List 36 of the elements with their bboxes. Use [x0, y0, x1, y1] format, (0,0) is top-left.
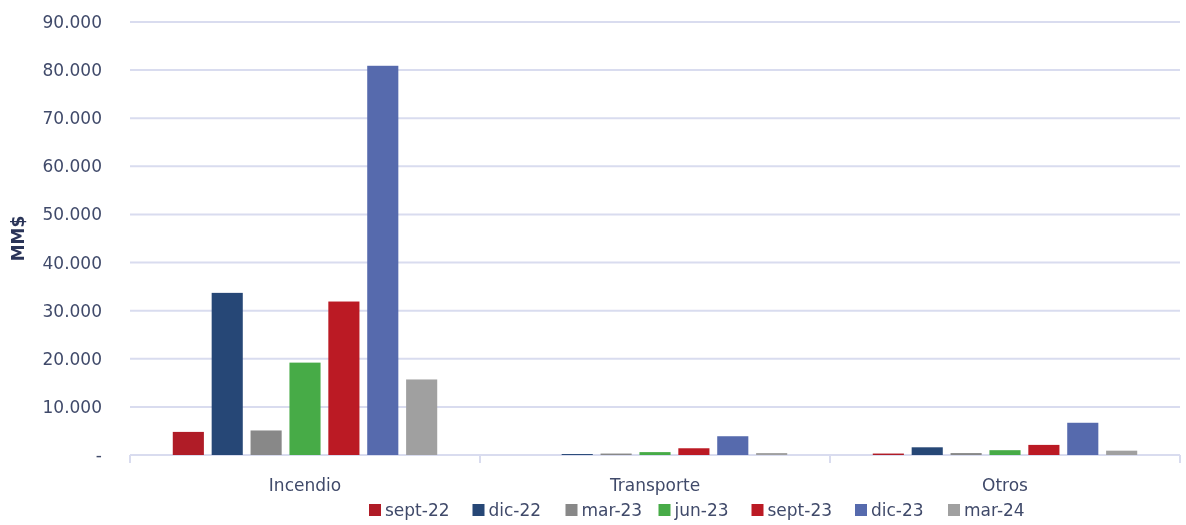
y-tick-label: 30.000 — [42, 300, 102, 321]
bar — [211, 292, 243, 455]
y-axis-title: MM$ — [8, 215, 28, 262]
y-tick-label: 80.000 — [42, 60, 102, 81]
bar — [678, 448, 710, 455]
bar — [1067, 422, 1099, 455]
bar — [367, 65, 399, 455]
y-tick-label: 70.000 — [42, 108, 102, 129]
legend-label: dic-23 — [871, 500, 924, 520]
bar — [172, 431, 204, 455]
x-tick-label: Otros — [982, 475, 1029, 495]
bar — [328, 301, 360, 455]
y-tick-label: 10.000 — [42, 396, 102, 417]
legend-label: sept-22 — [385, 500, 450, 520]
y-tick-label: 60.000 — [42, 156, 102, 177]
bar — [911, 447, 943, 455]
bar — [289, 362, 321, 455]
legend-label: mar-23 — [581, 500, 643, 520]
legend-label: mar-24 — [964, 500, 1025, 520]
x-tick-label: Incendio — [268, 475, 342, 495]
legend-label: dic-22 — [488, 500, 542, 520]
bar — [1106, 450, 1138, 455]
legend-label: sept-23 — [767, 500, 833, 520]
bar — [717, 436, 749, 455]
bar — [639, 452, 671, 455]
y-tick-label: 50.000 — [42, 204, 102, 225]
y-tick-label: 90.000 — [42, 11, 102, 32]
x-tick-label: Transporte — [608, 475, 701, 495]
bar — [989, 450, 1021, 455]
y-tick-label: 20.000 — [42, 348, 102, 369]
y-tick-label: - — [95, 444, 102, 465]
bar — [1028, 444, 1060, 455]
bar — [406, 379, 438, 455]
legend-label: jun-23 — [673, 500, 729, 520]
y-tick-label: 40.000 — [42, 252, 102, 273]
bar — [250, 430, 282, 455]
